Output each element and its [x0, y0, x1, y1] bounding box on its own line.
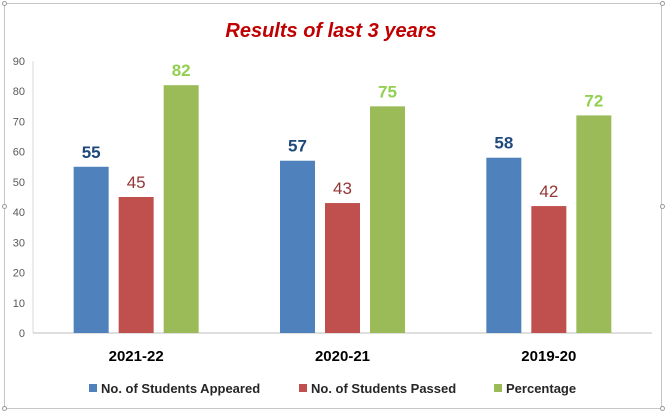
- y-tick-label: 30: [13, 237, 25, 249]
- x-category-label: 2020-21: [315, 348, 370, 365]
- resize-handle-top-right[interactable]: [660, 1, 665, 6]
- bar[interactable]: [370, 106, 405, 333]
- bar[interactable]: [280, 160, 315, 333]
- y-tick-label: 10: [13, 298, 25, 310]
- data-label: 58: [494, 134, 513, 153]
- legend: No. of Students Appeared No. of Students …: [89, 381, 576, 396]
- bar[interactable]: [163, 85, 199, 333]
- y-tick-label: 80: [13, 86, 25, 98]
- y-tick-label: 40: [13, 207, 25, 219]
- category-labels-group: 2021-22 2020-21 2019-20: [109, 348, 577, 365]
- legend-swatch: [299, 384, 307, 392]
- y-tick-label: 60: [13, 147, 25, 159]
- resize-handle-left[interactable]: [2, 204, 7, 209]
- x-category-label: 2021-22: [109, 348, 164, 365]
- y-tick-label: 0: [19, 328, 25, 340]
- data-label: 45: [127, 173, 146, 192]
- y-tick-label: 20: [13, 268, 25, 280]
- data-label: 43: [333, 179, 352, 198]
- y-axis-ticks: 0 10 20 30 40 50 60 70 80 90: [13, 56, 25, 340]
- y-tick-label: 50: [13, 177, 25, 189]
- legend-entry-label: No. of Students Passed: [311, 381, 456, 396]
- data-label: 57: [288, 137, 307, 156]
- data-label: 82: [172, 61, 191, 80]
- legend-swatch: [89, 384, 97, 392]
- data-label: 75: [378, 82, 397, 101]
- legend-swatch: [494, 384, 502, 392]
- bar[interactable]: [486, 157, 522, 333]
- resize-handle-bottom-left[interactable]: [2, 406, 7, 411]
- data-label: 42: [539, 182, 558, 201]
- bar-series-group: [73, 85, 612, 334]
- bar[interactable]: [576, 115, 612, 334]
- x-category-label: 2019-20: [521, 348, 576, 365]
- bar[interactable]: [325, 203, 360, 333]
- bar[interactable]: [73, 166, 109, 333]
- bar[interactable]: [118, 197, 154, 333]
- legend-entry-label: Percentage: [506, 381, 576, 396]
- chart-title: Results of last 3 years: [225, 20, 436, 42]
- resize-handle-top-left[interactable]: [2, 1, 7, 6]
- legend-entry-label: No. of Students Appeared: [101, 381, 260, 396]
- data-label: 55: [82, 143, 101, 162]
- y-tick-label: 70: [13, 116, 25, 128]
- bar[interactable]: [531, 206, 567, 333]
- resize-handle-bottom-right[interactable]: [660, 406, 665, 411]
- data-label: 72: [584, 91, 603, 110]
- data-labels-group: 55 45 82 57 43 75 58 42 72: [82, 61, 604, 201]
- y-tick-label: 90: [13, 56, 25, 68]
- resize-handle-right[interactable]: [660, 204, 665, 209]
